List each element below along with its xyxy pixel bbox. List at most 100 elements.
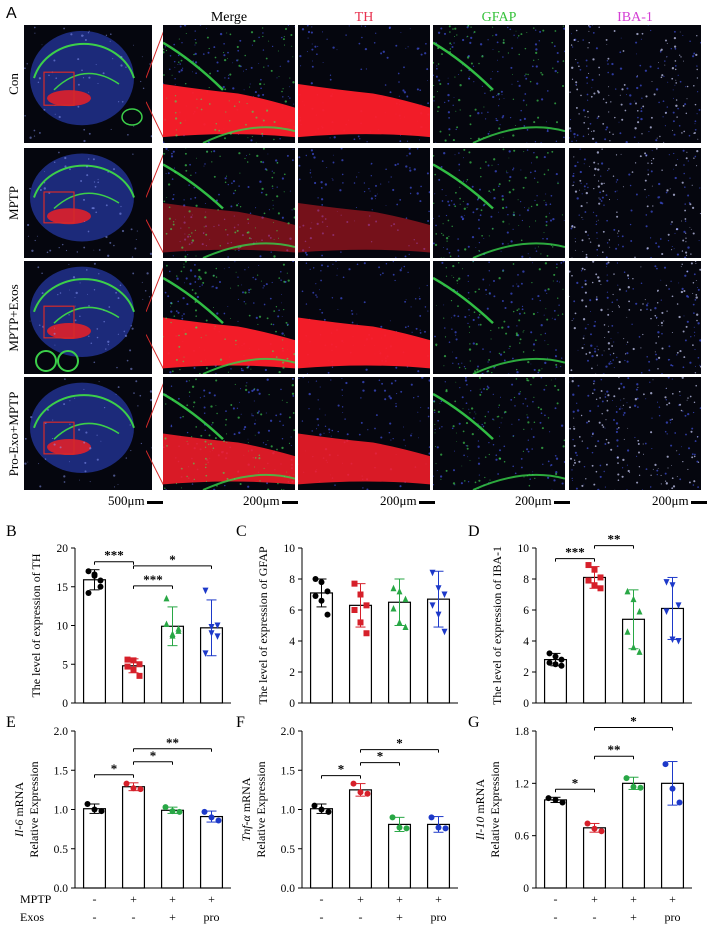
column-header: IBA-1 bbox=[617, 10, 653, 25]
column-header: GFAP bbox=[481, 10, 517, 25]
data-point bbox=[208, 814, 215, 821]
scale-bar-line bbox=[690, 500, 707, 504]
data-point bbox=[208, 630, 215, 637]
zoom-lines bbox=[146, 25, 166, 143]
y-axis-label: Il-6 mRNA bbox=[12, 782, 26, 838]
significance-label: ** bbox=[166, 735, 179, 750]
panel-letter: C bbox=[236, 523, 247, 540]
data-point bbox=[136, 672, 143, 679]
data-point bbox=[202, 587, 209, 595]
data-point bbox=[162, 804, 169, 811]
data-point bbox=[403, 825, 410, 832]
data-point bbox=[630, 783, 637, 790]
channel-image bbox=[433, 25, 565, 143]
treatment-symbol: + bbox=[357, 892, 364, 906]
bar bbox=[199, 815, 224, 889]
scale-bar-line bbox=[418, 500, 435, 504]
data-point bbox=[675, 602, 682, 609]
treatment-symbol: - bbox=[554, 910, 558, 924]
data-point bbox=[130, 657, 137, 664]
data-point bbox=[123, 780, 130, 787]
treatment-symbol: + bbox=[669, 892, 676, 906]
panel-letter: B bbox=[6, 523, 17, 540]
significance-label: *** bbox=[104, 548, 124, 563]
data-point bbox=[208, 624, 215, 631]
data-point bbox=[597, 574, 604, 581]
y-tick-label: 2.0 bbox=[281, 726, 296, 738]
data-point bbox=[318, 579, 325, 586]
treatment-symbol: pro bbox=[665, 910, 681, 924]
data-point bbox=[364, 790, 371, 797]
data-point bbox=[624, 628, 631, 635]
data-point bbox=[559, 799, 566, 806]
data-point bbox=[85, 589, 92, 596]
data-point bbox=[636, 608, 643, 615]
treatment-symbol: - bbox=[93, 892, 97, 906]
brain-overview-image bbox=[24, 25, 152, 143]
y-tick-label: 4 bbox=[289, 636, 295, 648]
treatment-symbol: + bbox=[396, 892, 403, 906]
data-point bbox=[311, 802, 318, 809]
scale-bar: 500μm bbox=[108, 493, 163, 509]
treatment-symbol: + bbox=[396, 910, 403, 924]
treatment-symbol: + bbox=[208, 892, 215, 906]
y-axis-label: The level of expression of GFAP bbox=[256, 546, 270, 704]
bar bbox=[621, 782, 646, 889]
data-point bbox=[84, 801, 91, 808]
data-point bbox=[389, 814, 396, 821]
data-point bbox=[351, 607, 358, 613]
data-point bbox=[597, 585, 604, 592]
data-point bbox=[97, 577, 104, 584]
data-point bbox=[318, 806, 325, 813]
y-axis-label-2: Relative Expression bbox=[27, 761, 41, 857]
data-point bbox=[169, 808, 176, 815]
channel-image bbox=[569, 377, 701, 490]
data-point bbox=[662, 761, 669, 768]
zoom-lines bbox=[146, 377, 166, 490]
scale-bar: 200μm bbox=[652, 493, 707, 509]
y-tick-label: 0.0 bbox=[54, 883, 69, 895]
data-point bbox=[396, 824, 403, 831]
data-point bbox=[442, 825, 449, 832]
y-axis-label: The level of expression of IBA-1 bbox=[490, 546, 504, 705]
data-point bbox=[435, 611, 442, 619]
y-tick-label: 8 bbox=[289, 574, 295, 586]
data-point bbox=[598, 828, 605, 835]
data-point bbox=[357, 591, 364, 598]
data-point bbox=[402, 595, 409, 603]
data-point bbox=[429, 569, 436, 577]
significance-label: ** bbox=[608, 532, 621, 547]
y-axis-label: The level of expression of TH bbox=[29, 553, 43, 697]
data-point bbox=[552, 796, 559, 803]
channel-image bbox=[298, 25, 430, 143]
y-axis-label: Il-10 mRNA bbox=[473, 779, 487, 841]
y-tick-label: 0 bbox=[289, 698, 295, 710]
scale-bar-label: 200μm bbox=[652, 493, 689, 508]
treatment-symbol: pro bbox=[431, 910, 447, 924]
channel-image bbox=[433, 261, 565, 374]
data-point bbox=[137, 786, 144, 793]
treatment-symbol: - bbox=[93, 910, 97, 924]
data-point bbox=[396, 618, 403, 626]
significance-label: * bbox=[630, 714, 637, 729]
data-point bbox=[175, 627, 182, 634]
y-axis-label-gene: Il-10 bbox=[473, 817, 487, 841]
channel-image bbox=[569, 148, 701, 258]
data-point bbox=[202, 650, 209, 657]
y-tick-label: 0.0 bbox=[281, 883, 296, 895]
y-tick-label: 6 bbox=[289, 605, 295, 617]
data-point bbox=[552, 661, 559, 668]
bar bbox=[309, 592, 334, 704]
data-point bbox=[312, 576, 319, 582]
data-point bbox=[676, 799, 683, 806]
brain-overview-image bbox=[24, 148, 152, 258]
treatment-symbol: - bbox=[359, 910, 363, 924]
data-point bbox=[558, 662, 565, 669]
zoom-lines bbox=[146, 261, 166, 374]
panel-letter: F bbox=[236, 714, 245, 731]
data-point bbox=[85, 568, 92, 575]
panel-letter: G bbox=[468, 714, 480, 731]
data-point bbox=[669, 785, 676, 792]
bar bbox=[426, 823, 451, 889]
